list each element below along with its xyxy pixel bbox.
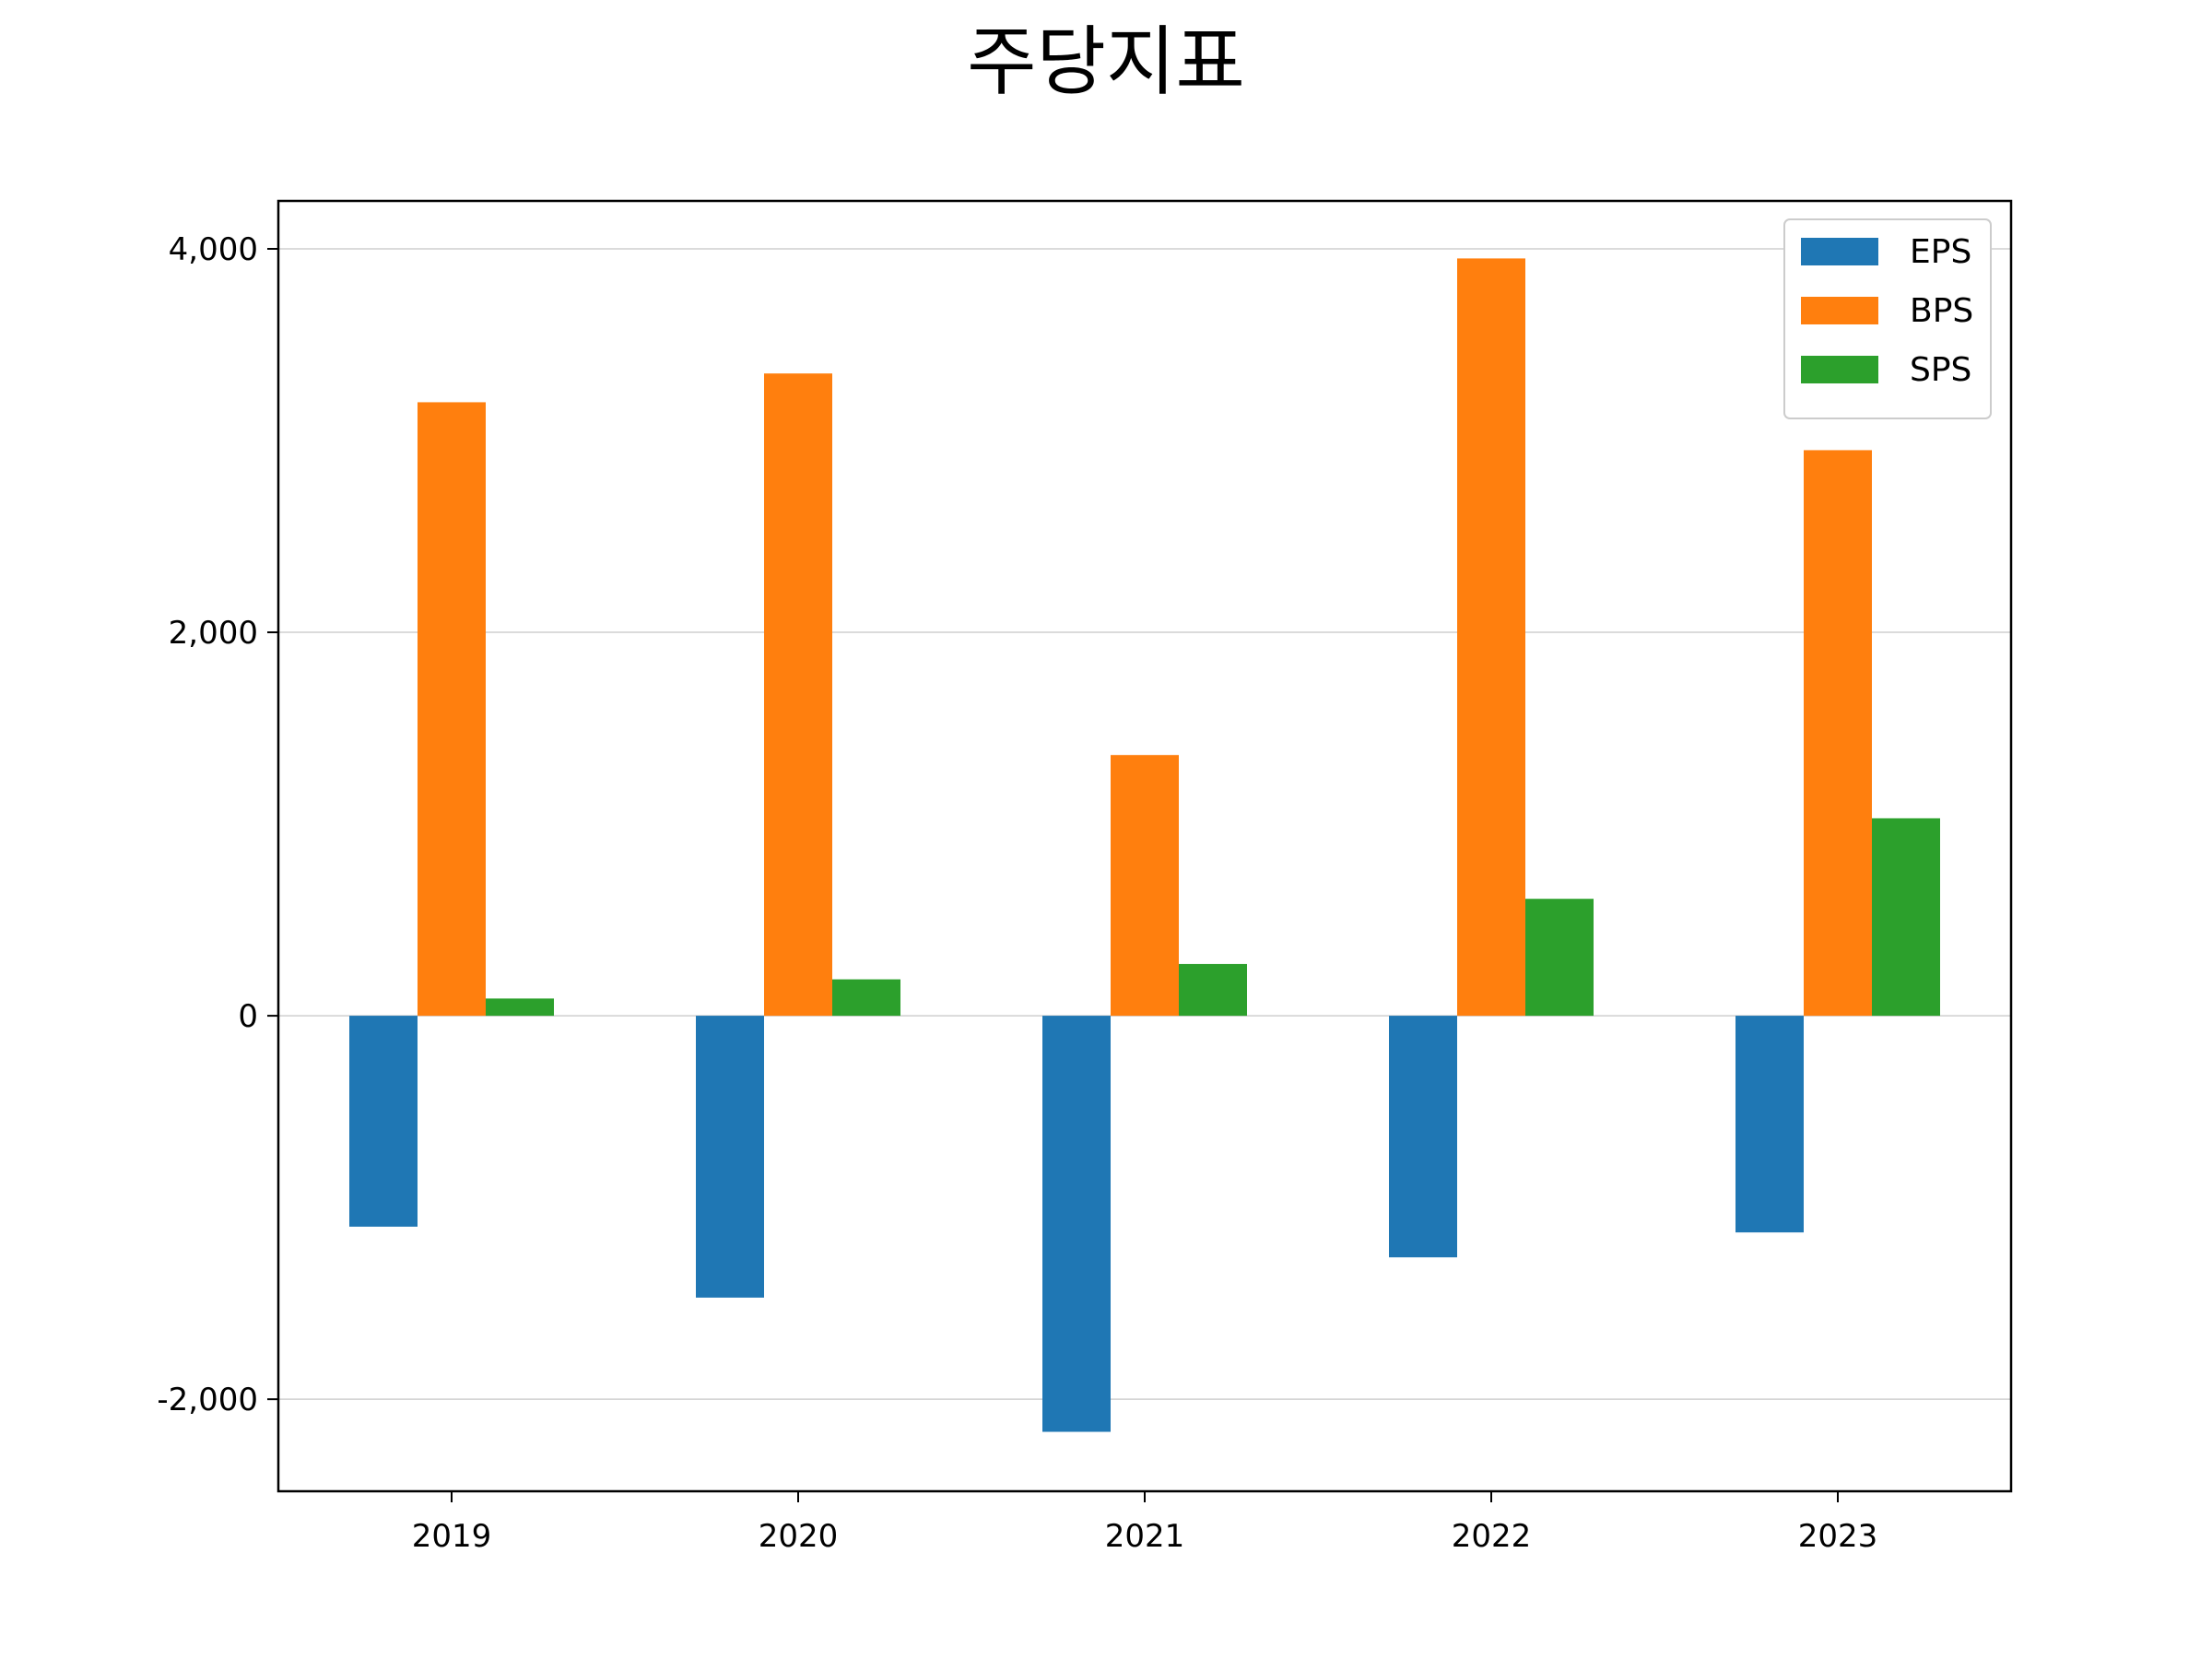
axis-ticks: -2,000 0 2,000 4,000 2019 2020 2021 2022 2023 xyxy=(157,231,1877,1555)
legend-label-bps: BPS xyxy=(1910,292,1973,330)
xtick-label: 2022 xyxy=(1452,1518,1532,1555)
xtick-label: 2020 xyxy=(759,1518,839,1555)
legend[interactable]: EPS BPS SPS xyxy=(1783,218,1992,419)
legend-swatch-sps xyxy=(1801,356,1878,383)
legend-swatch-eps xyxy=(1801,238,1878,265)
xtick-label: 2019 xyxy=(412,1518,492,1555)
xtick-label: 2021 xyxy=(1105,1518,1185,1555)
ytick-label: 0 xyxy=(238,998,258,1035)
chart-title: 주당지표 xyxy=(967,18,1245,106)
xtick-label: 2023 xyxy=(1798,1518,1878,1555)
bar-bps-2021 xyxy=(1111,755,1179,1017)
bar-bps-2022 xyxy=(1457,258,1525,1017)
legend-swatch-bps xyxy=(1801,297,1878,324)
bar-bps-2019 xyxy=(418,402,486,1017)
bar-sps-2019 xyxy=(486,998,554,1017)
ytick-label: 4,000 xyxy=(169,231,258,268)
bar-bps-2023 xyxy=(1804,450,1872,1017)
legend-label-sps: SPS xyxy=(1910,351,1971,389)
legend-label-eps: EPS xyxy=(1910,233,1971,271)
bar-sps-2021 xyxy=(1179,963,1247,1017)
bar-eps-2021 xyxy=(1042,1016,1111,1432)
bar-bps-2020 xyxy=(764,373,832,1017)
bar-eps-2020 xyxy=(696,1016,764,1298)
bar-eps-2022 xyxy=(1389,1016,1457,1258)
ytick-label: -2,000 xyxy=(157,1382,258,1418)
bar-eps-2019 xyxy=(349,1016,418,1227)
bar-eps-2023 xyxy=(1735,1016,1804,1233)
bars xyxy=(349,258,1940,1432)
bar-sps-2023 xyxy=(1872,818,1940,1017)
ytick-label: 2,000 xyxy=(169,615,258,652)
bar-sps-2022 xyxy=(1525,899,1594,1017)
bar-sps-2020 xyxy=(832,979,900,1017)
